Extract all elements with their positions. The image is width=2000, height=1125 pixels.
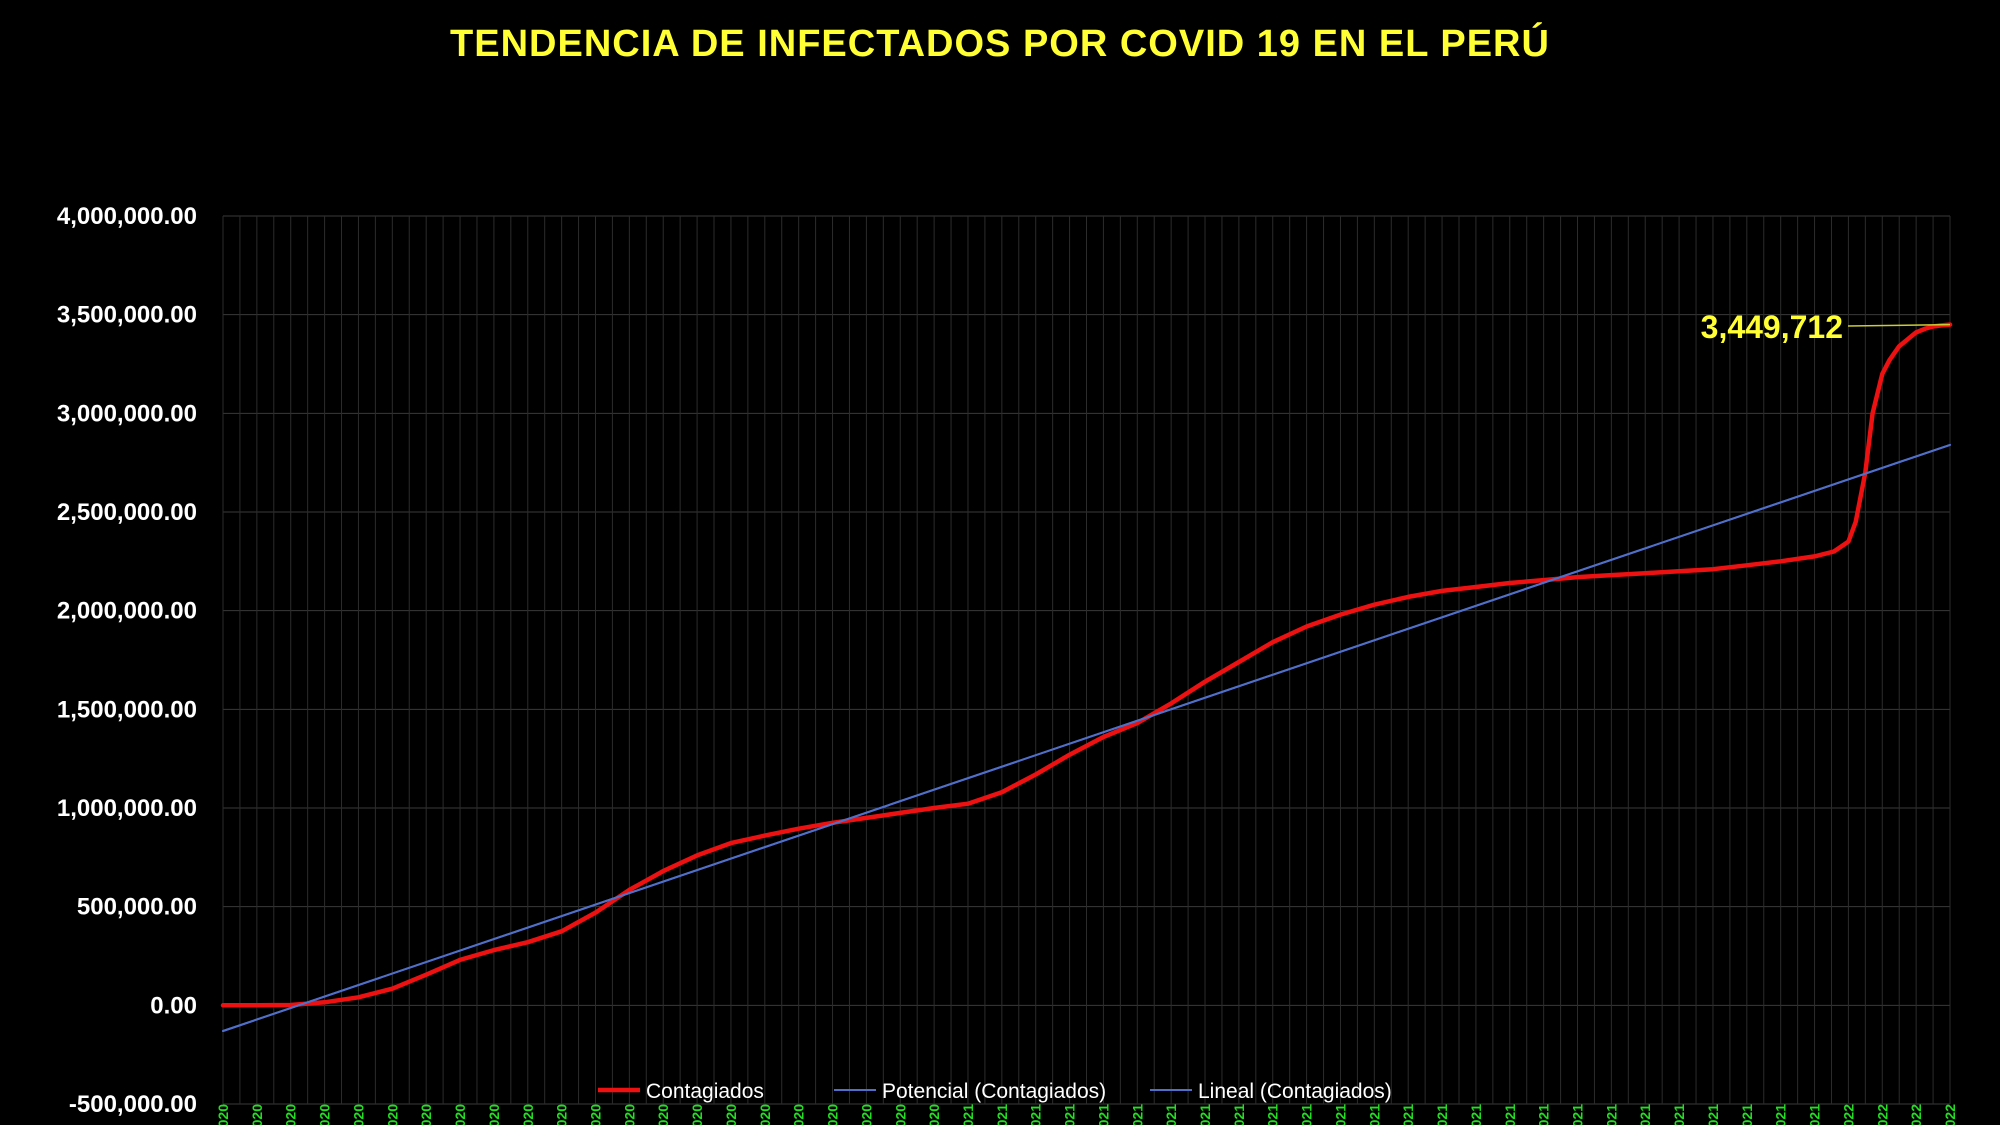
x-tick-label: 03/04/2020 <box>283 1104 299 1125</box>
x-tick-label: 22/01/2021 <box>994 1104 1010 1125</box>
x-tick-label: 08/01/2021 <box>960 1104 976 1125</box>
x-tick-label: 29/05/2020 <box>418 1104 434 1125</box>
x-tick-label: 17/09/2021 <box>1570 1104 1586 1125</box>
x-tick-label: 16/10/2020 <box>757 1104 773 1125</box>
x-tick-label: 12/11/2021 <box>1705 1104 1721 1125</box>
x-tick-label: 11/06/2021 <box>1332 1104 1348 1125</box>
x-tick-label: 20/08/2021 <box>1502 1104 1518 1125</box>
x-tick-label: 03/09/2021 <box>1536 1104 1552 1125</box>
series-layer <box>220 322 1953 1032</box>
x-tick-label: 09/07/2021 <box>1400 1104 1416 1125</box>
x-tick-label: 19/03/2021 <box>1129 1104 1145 1125</box>
legend-label: Lineal (Contagiados) <box>1198 1080 1392 1103</box>
x-tick-label: 06/08/2021 <box>1468 1104 1484 1125</box>
x-tick-label: 26/11/2021 <box>1739 1104 1755 1125</box>
y-tick-label: -500,000.00 <box>69 1091 197 1118</box>
y-axis-ticks: -500,000.00 0.00 500,000.00 1,000,000.00 1,5… <box>57 203 197 1118</box>
x-tick-label: 04/09/2020 <box>655 1104 671 1125</box>
annotation-layer: 3,449,712 <box>1701 309 1951 345</box>
x-tick-label: 30/04/2021 <box>1231 1104 1247 1125</box>
x-tick-label: 12/06/2020 <box>452 1104 468 1125</box>
y-tick-label: 3,500,000.00 <box>57 302 197 329</box>
x-tick-label: 15/05/2020 <box>384 1104 400 1125</box>
x-tick-label: 02/10/2020 <box>723 1104 739 1125</box>
y-tick-label: 2,500,000.00 <box>57 499 197 526</box>
x-tick-label: 27/11/2020 <box>858 1104 874 1125</box>
x-tick-label: 30/10/2020 <box>791 1104 807 1125</box>
y-tick-label: 4,000,000.00 <box>57 203 197 230</box>
y-tick-label: 500,000.00 <box>77 894 197 921</box>
x-tick-label: 21/08/2020 <box>621 1104 637 1125</box>
x-tick-label: 07/01/2022 <box>1840 1104 1856 1125</box>
annotation-label: 3,449,712 <box>1701 309 1843 345</box>
x-tick-label: 05/02/2021 <box>1028 1104 1044 1125</box>
x-tick-label: 18/09/2020 <box>689 1104 705 1125</box>
grid <box>222 215 1951 1105</box>
y-tick-label: 0.00 <box>150 992 197 1019</box>
x-tick-label: 15/10/2021 <box>1637 1104 1653 1125</box>
y-tick-label: 1,500,000.00 <box>57 696 197 723</box>
x-tick-label: 25/12/2020 <box>926 1104 942 1125</box>
x-tick-label: 11/12/2020 <box>892 1104 908 1125</box>
x-tick-label: 01/05/2020 <box>350 1104 366 1125</box>
x-tick-label: 01/10/2021 <box>1603 1104 1619 1125</box>
x-tick-label: 25/06/2021 <box>1366 1104 1382 1125</box>
x-tick-label: 23/07/2021 <box>1434 1104 1450 1125</box>
x-tick-label: 24/07/2020 <box>554 1104 570 1125</box>
annotation-leader-line <box>1847 323 1951 327</box>
x-tick-label: 07/08/2020 <box>587 1104 603 1125</box>
y-tick-label: 2,000,000.00 <box>57 598 197 625</box>
y-tick-label: 3,000,000.00 <box>57 400 197 427</box>
legend: Contagiados Potencial (Contagiados) Lineal… <box>598 1080 1392 1103</box>
x-tick-label: 05/03/2021 <box>1095 1104 1111 1125</box>
legend-label: Potencial (Contagiados) <box>882 1080 1106 1103</box>
x-tick-label: 10/07/2020 <box>520 1104 536 1125</box>
x-tick-label: 06/03/2020 <box>215 1104 231 1125</box>
x-tick-label: 26/06/2020 <box>486 1104 502 1125</box>
series-line-lineal-contagiados <box>222 443 1951 1032</box>
x-tick-label: 21/01/2022 <box>1874 1104 1890 1125</box>
x-tick-label: 10/12/2021 <box>1773 1104 1789 1125</box>
chart-title: TENDENCIA DE INFECTADOS POR COVID 19 EN … <box>450 21 1550 65</box>
x-tick-label: 16/04/2021 <box>1197 1104 1213 1125</box>
x-tick-label: 14/05/2021 <box>1265 1104 1281 1125</box>
x-tick-label: 29/10/2021 <box>1671 1104 1687 1125</box>
x-tick-label: 13/11/2020 <box>825 1104 841 1125</box>
legend-label: Contagiados <box>646 1080 764 1103</box>
series-line-contagiados <box>220 322 1953 1008</box>
y-tick-label: 1,000,000.00 <box>57 795 197 822</box>
x-tick-label: 24/12/2021 <box>1807 1104 1823 1125</box>
x-tick-label: 20/03/2020 <box>249 1104 265 1125</box>
x-tick-label: 18/02/2022 <box>1942 1104 1958 1125</box>
x-tick-label: 28/05/2021 <box>1299 1104 1315 1125</box>
x-tick-label: 17/04/2020 <box>317 1104 333 1125</box>
x-axis-ticks: 06/03/2020 20/03/2020 03/04/2020 17/04/2020… <box>215 1104 1958 1125</box>
x-tick-label: 04/02/2022 <box>1908 1104 1924 1125</box>
x-tick-label: 02/04/2021 <box>1163 1104 1179 1125</box>
x-tick-label: 19/02/2021 <box>1062 1104 1078 1125</box>
